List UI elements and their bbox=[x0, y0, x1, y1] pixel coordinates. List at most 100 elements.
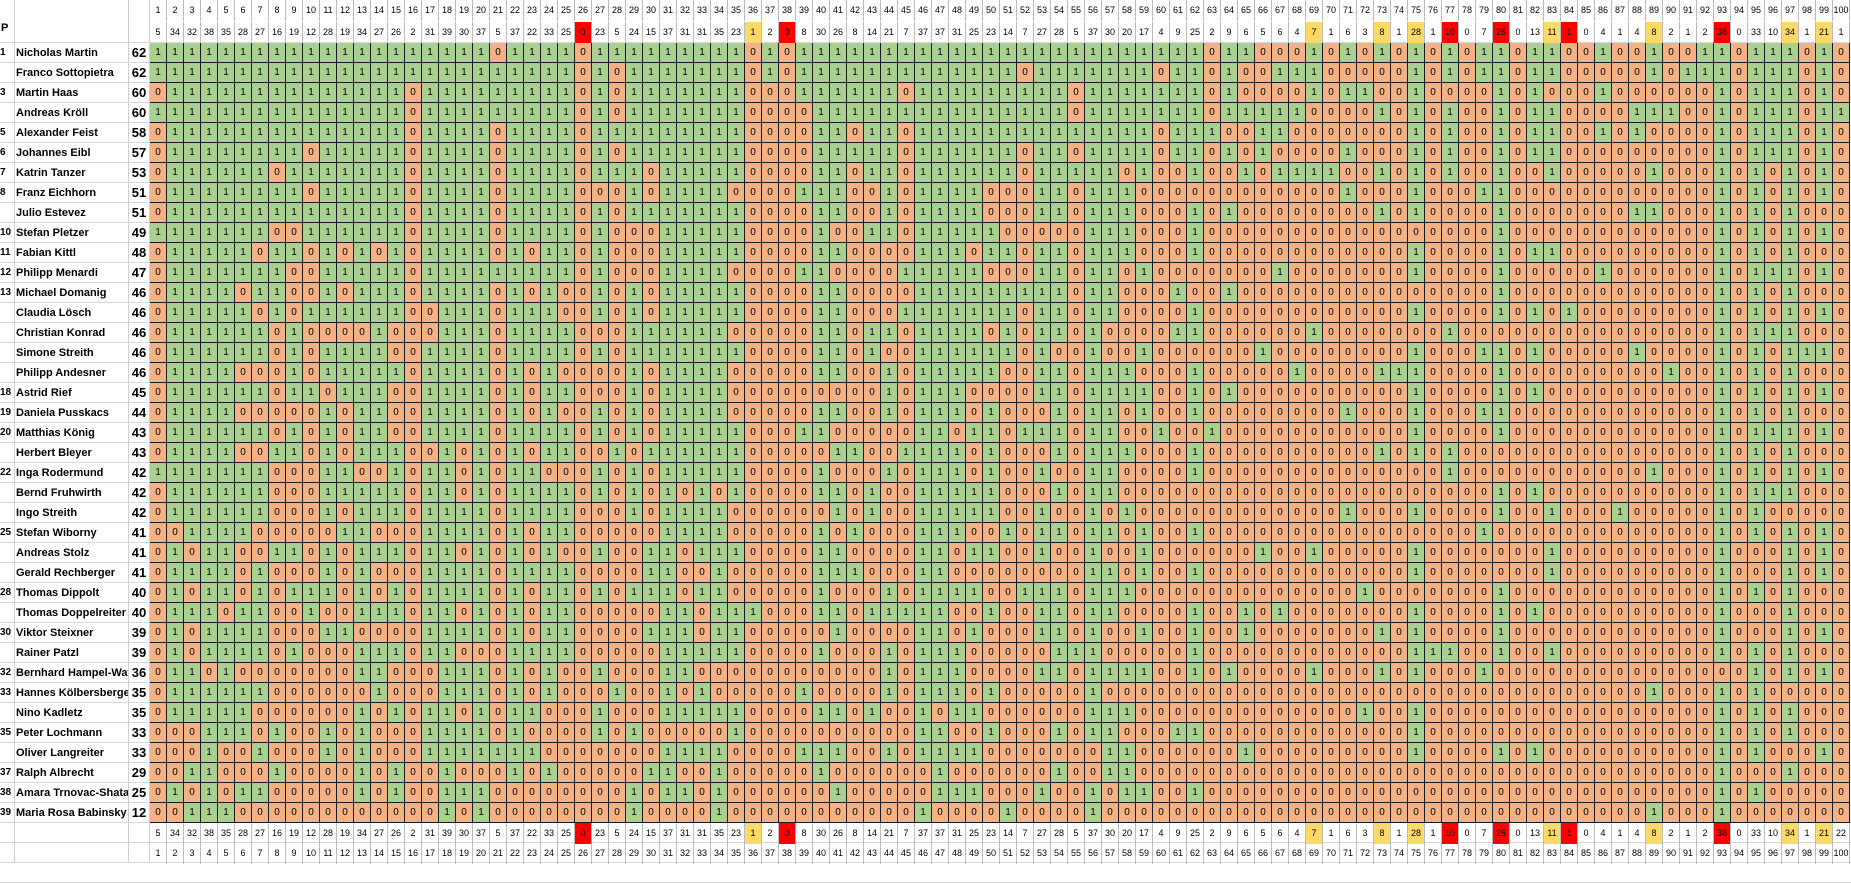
answer-cell[interactable]: 0 bbox=[1170, 503, 1187, 523]
answer-cell[interactable]: 1 bbox=[252, 83, 269, 103]
answer-cell[interactable]: 0 bbox=[1459, 723, 1476, 743]
answer-cell[interactable]: 0 bbox=[1765, 723, 1782, 743]
answer-cell[interactable]: 0 bbox=[1476, 683, 1493, 703]
answer-cell[interactable]: 0 bbox=[1476, 643, 1493, 663]
answer-cell[interactable]: 0 bbox=[150, 683, 167, 703]
answer-cell[interactable]: 0 bbox=[779, 363, 796, 383]
answer-cell[interactable]: 0 bbox=[1663, 263, 1680, 283]
answer-cell[interactable]: 1 bbox=[830, 163, 847, 183]
answer-cell[interactable]: 0 bbox=[422, 303, 439, 323]
answer-cell[interactable]: 1 bbox=[983, 163, 1000, 183]
answer-cell[interactable]: 0 bbox=[1000, 763, 1017, 783]
answer-cell[interactable]: 1 bbox=[1629, 343, 1646, 363]
participant-score[interactable]: 46 bbox=[131, 325, 147, 340]
answer-cell[interactable]: 0 bbox=[1272, 663, 1289, 683]
answer-cell[interactable]: 1 bbox=[677, 743, 694, 763]
answer-cell[interactable]: 1 bbox=[932, 423, 949, 443]
answer-cell[interactable]: 1 bbox=[558, 563, 575, 583]
answer-cell[interactable]: 0 bbox=[1459, 563, 1476, 583]
answer-cell[interactable]: 0 bbox=[1646, 583, 1663, 603]
answer-cell[interactable]: 0 bbox=[1306, 143, 1323, 163]
answer-cell[interactable]: 1 bbox=[1085, 423, 1102, 443]
answer-cell[interactable]: 1 bbox=[524, 323, 541, 343]
answer-cell[interactable]: 1 bbox=[167, 503, 184, 523]
answer-cell[interactable]: 1 bbox=[1085, 223, 1102, 243]
answer-cell[interactable]: 0 bbox=[762, 303, 779, 323]
answer-cell[interactable]: 0 bbox=[1272, 423, 1289, 443]
answer-cell[interactable]: 0 bbox=[184, 543, 201, 563]
answer-cell[interactable]: 1 bbox=[813, 543, 830, 563]
answer-cell[interactable]: 0 bbox=[1017, 403, 1034, 423]
answer-cell[interactable]: 0 bbox=[1663, 283, 1680, 303]
answer-cell[interactable]: 1 bbox=[456, 303, 473, 323]
answer-cell[interactable]: 0 bbox=[1595, 683, 1612, 703]
answer-cell[interactable]: 0 bbox=[1357, 303, 1374, 323]
answer-cell[interactable]: 1 bbox=[252, 63, 269, 83]
answer-cell[interactable]: 0 bbox=[898, 463, 915, 483]
answer-cell[interactable]: 1 bbox=[1119, 123, 1136, 143]
answer-cell[interactable]: 0 bbox=[1833, 303, 1850, 323]
answer-cell[interactable]: 0 bbox=[983, 263, 1000, 283]
answer-cell[interactable]: 0 bbox=[1561, 783, 1578, 803]
answer-cell[interactable]: 1 bbox=[915, 543, 932, 563]
answer-cell[interactable]: 0 bbox=[1255, 563, 1272, 583]
question-number-59[interactable]: 59 bbox=[1136, 0, 1153, 21]
answer-cell[interactable]: 1 bbox=[235, 423, 252, 443]
answer-cell[interactable]: 0 bbox=[1442, 663, 1459, 683]
answer-cell[interactable]: 0 bbox=[337, 503, 354, 523]
answer-cell[interactable]: 0 bbox=[1357, 743, 1374, 763]
answer-cell[interactable]: 0 bbox=[1391, 403, 1408, 423]
answer-cell[interactable]: 1 bbox=[1391, 363, 1408, 383]
answer-cell[interactable]: 0 bbox=[371, 783, 388, 803]
answer-cell[interactable]: 0 bbox=[218, 743, 235, 763]
answer-cell[interactable]: 0 bbox=[1340, 223, 1357, 243]
answer-cell[interactable]: 1 bbox=[660, 443, 677, 463]
answer-cell[interactable]: 0 bbox=[1374, 803, 1391, 823]
answer-cell[interactable]: 0 bbox=[1340, 783, 1357, 803]
answer-cell[interactable]: 0 bbox=[1289, 583, 1306, 603]
answer-cell[interactable]: 0 bbox=[422, 803, 439, 823]
answer-cell[interactable]: 0 bbox=[1680, 683, 1697, 703]
answer-cell[interactable]: 0 bbox=[1153, 283, 1170, 303]
answer-cell[interactable]: 0 bbox=[1357, 283, 1374, 303]
answer-cell[interactable]: 1 bbox=[388, 143, 405, 163]
answer-cell[interactable]: 1 bbox=[1748, 43, 1765, 63]
answer-cell[interactable]: 0 bbox=[1765, 643, 1782, 663]
answer-cell[interactable]: 1 bbox=[507, 603, 524, 623]
answer-cell[interactable]: 1 bbox=[1816, 563, 1833, 583]
answer-cell[interactable]: 1 bbox=[626, 343, 643, 363]
answer-cell[interactable]: 0 bbox=[1833, 683, 1850, 703]
participant-score[interactable]: 45 bbox=[131, 385, 147, 400]
answer-cell[interactable]: 0 bbox=[1306, 443, 1323, 463]
answer-cell[interactable]: 1 bbox=[422, 703, 439, 723]
answer-cell[interactable]: 0 bbox=[1731, 263, 1748, 283]
answer-cell[interactable]: 1 bbox=[1102, 463, 1119, 483]
answer-cell[interactable]: 0 bbox=[1578, 783, 1595, 803]
answer-cell[interactable]: 1 bbox=[320, 583, 337, 603]
answer-cell[interactable]: 1 bbox=[490, 63, 507, 83]
answer-cell[interactable]: 0 bbox=[320, 703, 337, 723]
answer-cell[interactable]: 0 bbox=[1187, 423, 1204, 443]
answer-cell[interactable]: 0 bbox=[1221, 683, 1238, 703]
bottom-question-number-35[interactable]: 35 bbox=[728, 843, 745, 864]
answer-cell[interactable]: 0 bbox=[575, 783, 592, 803]
answer-cell[interactable]: 0 bbox=[1323, 763, 1340, 783]
answer-cell[interactable]: 0 bbox=[1459, 643, 1476, 663]
answer-cell[interactable]: 1 bbox=[1527, 143, 1544, 163]
answer-cell[interactable]: 1 bbox=[949, 783, 966, 803]
answer-cell[interactable]: 0 bbox=[796, 383, 813, 403]
answer-cell[interactable]: 0 bbox=[1204, 683, 1221, 703]
answer-cell[interactable]: 0 bbox=[1425, 283, 1442, 303]
answer-cell[interactable]: 0 bbox=[405, 243, 422, 263]
answer-cell[interactable]: 0 bbox=[1816, 583, 1833, 603]
answer-cell[interactable]: 1 bbox=[524, 423, 541, 443]
answer-cell[interactable]: 1 bbox=[1102, 703, 1119, 723]
bottom-count-49[interactable]: 25 bbox=[966, 823, 983, 844]
answer-cell[interactable]: 1 bbox=[983, 83, 1000, 103]
answer-cell[interactable]: 1 bbox=[1085, 203, 1102, 223]
question-number-82[interactable]: 82 bbox=[1527, 0, 1544, 21]
answer-cell[interactable]: 0 bbox=[1153, 63, 1170, 83]
answer-cell[interactable]: 0 bbox=[1170, 303, 1187, 323]
answer-cell[interactable]: 1 bbox=[1714, 103, 1731, 123]
answer-cell[interactable]: 1 bbox=[983, 143, 1000, 163]
